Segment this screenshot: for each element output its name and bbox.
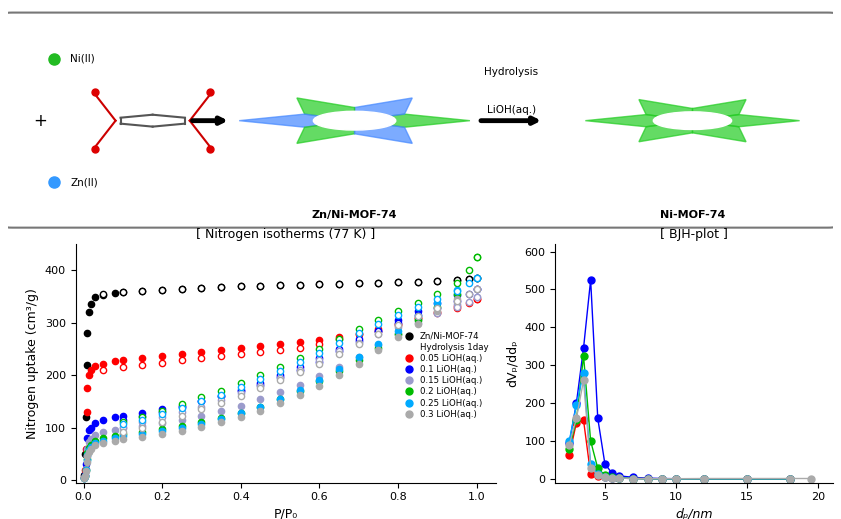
Text: LiOH(aq.): LiOH(aq.) xyxy=(487,105,536,115)
Polygon shape xyxy=(585,115,692,127)
Text: Zn/Ni-MOF-74: Zn/Ni-MOF-74 xyxy=(312,210,397,220)
Polygon shape xyxy=(639,100,692,121)
Polygon shape xyxy=(355,114,470,127)
Polygon shape xyxy=(297,98,355,121)
Text: Hydrolysis: Hydrolysis xyxy=(484,66,538,77)
Y-axis label: Nitrogen uptake (cm³/g): Nitrogen uptake (cm³/g) xyxy=(26,288,40,439)
Polygon shape xyxy=(639,121,692,142)
Text: Zn(II): Zn(II) xyxy=(70,177,98,187)
X-axis label: P/P₀: P/P₀ xyxy=(274,508,298,519)
Title: [ Nitrogen isotherms (77 K) ]: [ Nitrogen isotherms (77 K) ] xyxy=(196,228,376,241)
Ellipse shape xyxy=(653,112,732,130)
Text: +: + xyxy=(33,112,46,130)
Y-axis label: dVₚ/ddₚ: dVₚ/ddₚ xyxy=(505,339,519,387)
Title: [ BJH-plot ]: [ BJH-plot ] xyxy=(660,228,727,241)
Polygon shape xyxy=(692,100,746,121)
Ellipse shape xyxy=(314,111,396,130)
Text: Ni-MOF-74: Ni-MOF-74 xyxy=(660,210,725,220)
Text: Ni(II): Ni(II) xyxy=(70,54,95,64)
Polygon shape xyxy=(239,114,355,127)
FancyBboxPatch shape xyxy=(0,12,840,228)
Legend: Zn/Ni-MOF-74, Hydrolysis 1day, 0.05 LiOH(aq.), 0.1 LiOH(aq.), 0.15 LiOH(aq.), 0.: Zn/Ni-MOF-74, Hydrolysis 1day, 0.05 LiOH… xyxy=(397,328,492,422)
Polygon shape xyxy=(355,98,412,121)
Polygon shape xyxy=(692,115,800,127)
Polygon shape xyxy=(355,121,412,143)
Polygon shape xyxy=(297,121,355,143)
Polygon shape xyxy=(692,121,746,142)
X-axis label: dₚ/nm: dₚ/nm xyxy=(675,508,712,519)
